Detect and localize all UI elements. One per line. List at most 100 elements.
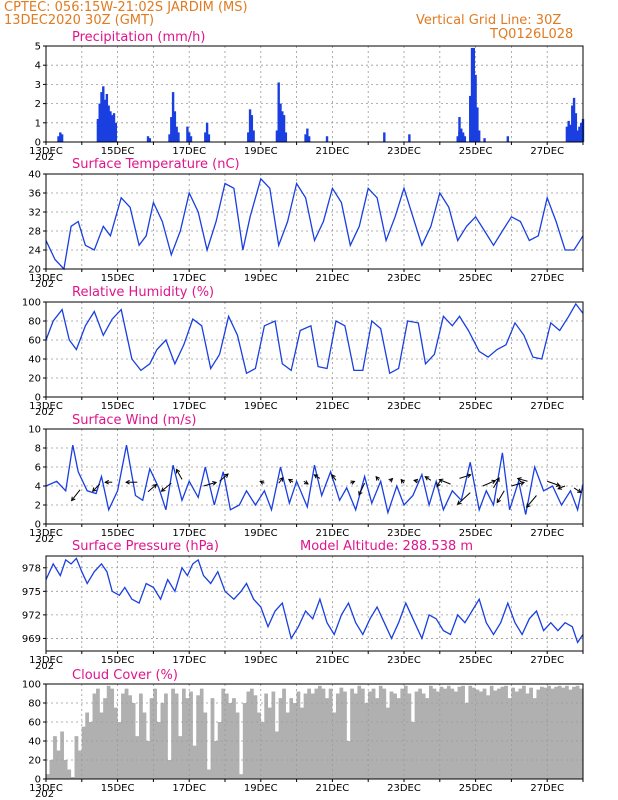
cloud-cover-bar xyxy=(260,722,265,779)
precip-bar xyxy=(98,103,101,142)
cloud-cover-bar xyxy=(117,722,122,779)
cloud-cover-bar xyxy=(414,691,419,779)
wind-arrow-head xyxy=(104,479,109,485)
wind-arrow xyxy=(557,485,566,490)
precip-bar xyxy=(248,109,252,142)
wind-arrow-head xyxy=(557,485,563,490)
precip-bar xyxy=(456,136,459,142)
precip-bar xyxy=(576,130,579,142)
precip-bar xyxy=(574,113,578,142)
precip-bar xyxy=(189,136,193,142)
precip-bar xyxy=(114,122,118,142)
panel-title: Surface Pressure (hPa) xyxy=(72,539,219,554)
wind-arrow xyxy=(176,469,183,480)
cloud-cover-bar xyxy=(475,689,480,779)
cloud-cover-bar xyxy=(468,685,473,779)
wind-arrow-head xyxy=(70,496,76,502)
cloud-cover-bar xyxy=(307,688,311,779)
cloud-cover-bar xyxy=(217,722,222,779)
y-tick-label: 2 xyxy=(35,99,41,110)
cloud-cover-bar xyxy=(142,712,147,779)
y-tick-label: 972 xyxy=(22,610,41,621)
cloud-cover-bar xyxy=(321,688,326,779)
wind-arrow-head xyxy=(436,482,441,488)
x-tick-label: 19DEC xyxy=(244,528,278,539)
cloud-cover-bar xyxy=(432,688,437,779)
cloud-cover-bar xyxy=(203,712,208,779)
x-tick-label: 13DEC xyxy=(29,146,63,157)
wind-arrow-head xyxy=(456,500,462,506)
cloud-cover-bar xyxy=(497,688,501,779)
cloud-cover-bar xyxy=(139,693,143,779)
y-tick-label: 969 xyxy=(22,634,41,645)
cloud-cover-bar xyxy=(522,685,526,779)
cloud-cover-bar xyxy=(486,695,490,779)
x-tick-label: 23DEC xyxy=(387,655,421,666)
x-tick-label: 25DEC xyxy=(459,273,493,284)
x-tick-label: 21DEC xyxy=(316,146,350,157)
x-axis-year-fragment: 202 xyxy=(35,661,54,672)
wind-arrow-head xyxy=(303,480,309,485)
cloud-cover-bar xyxy=(314,688,319,779)
header-model-id: TQ0126L028 xyxy=(490,27,574,42)
cloud-cover-bar xyxy=(540,686,544,779)
cloud-cover-bar xyxy=(382,688,387,779)
precip-bar xyxy=(250,115,254,142)
cloud-cover-bar xyxy=(99,712,104,779)
plot-frame xyxy=(45,45,584,143)
precip-bar xyxy=(325,136,329,142)
cloud-cover-bar xyxy=(49,760,54,779)
precip-bar xyxy=(565,126,569,142)
panel-title: Surface Temperature (nC) xyxy=(72,157,240,172)
series-line xyxy=(45,444,584,515)
wind-arrow-head xyxy=(358,490,363,496)
precip-bar xyxy=(103,99,107,142)
series-line xyxy=(45,177,584,271)
cloud-cover-bar xyxy=(386,707,390,779)
precip-bar xyxy=(275,130,279,142)
y-tick-label: 5 xyxy=(35,42,41,53)
cloud-cover-bar xyxy=(92,693,97,779)
precip-bar xyxy=(207,134,211,142)
header-location: CPTEC: 056:15W-21:02S JARDIM (MS) xyxy=(4,0,248,15)
cloud-cover-bar xyxy=(300,707,304,779)
y-tick-label: 60 xyxy=(28,718,41,729)
cloud-cover-bar xyxy=(565,685,569,779)
wind-arrow-head xyxy=(287,478,293,484)
cloud-cover-bar xyxy=(239,774,243,779)
wind-arrow-head xyxy=(125,479,130,485)
cloud-cover-bar xyxy=(561,687,566,779)
cloud-cover-bar xyxy=(457,686,462,779)
wind-arrow xyxy=(358,482,366,496)
wind-arrow xyxy=(147,484,157,493)
x-tick-label: 25DEC xyxy=(459,528,493,539)
y-tick-label: 978 xyxy=(22,563,41,574)
precip-bar xyxy=(188,132,191,142)
cloud-cover-bar xyxy=(421,693,426,779)
x-tick-label: 27DEC xyxy=(530,273,564,284)
wind-arrow-head xyxy=(491,479,497,485)
precip-bar xyxy=(204,132,207,142)
cloud-cover-bar xyxy=(106,685,111,779)
precip-bar xyxy=(168,134,171,142)
wind-arrow-head xyxy=(175,468,181,474)
cloud-cover-bar xyxy=(114,707,118,779)
cloud-cover-bar xyxy=(289,698,294,779)
x-tick-label: 27DEC xyxy=(530,401,564,412)
wind-arrow xyxy=(424,476,432,481)
plot-frame xyxy=(45,173,584,270)
precip-bar xyxy=(569,124,572,142)
precip-bar xyxy=(279,103,282,142)
cloud-cover-bar xyxy=(131,703,136,779)
x-tick-label: 15DEC xyxy=(101,273,135,284)
cloud-cover-bar xyxy=(310,693,315,779)
cloud-cover-bar xyxy=(164,693,168,779)
x-tick-label: 27DEC xyxy=(530,528,564,539)
precip-bar xyxy=(506,136,510,142)
cloud-cover-bar xyxy=(325,698,329,779)
series-line xyxy=(45,557,584,644)
panel-title: Surface Wind (m/s) xyxy=(72,413,196,428)
precip-bar xyxy=(107,105,110,142)
y-tick-label: 80 xyxy=(28,317,41,328)
y-tick-label: 10 xyxy=(28,425,41,436)
